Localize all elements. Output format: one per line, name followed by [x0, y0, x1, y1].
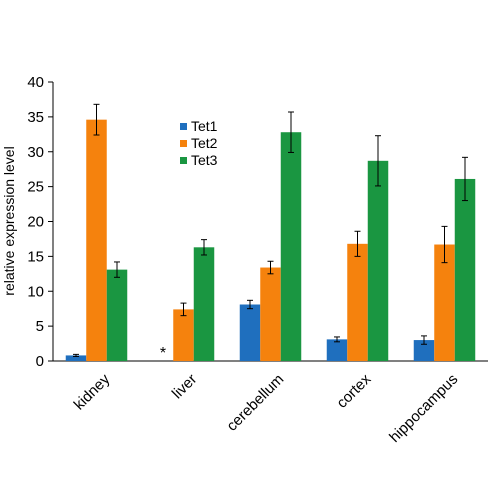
legend-label-tet1: Tet1 — [191, 118, 218, 134]
bar-tet2-hippocampus — [434, 244, 455, 361]
x-axis-labels: kidney liver cerebellum cortex hippocampus — [71, 370, 462, 445]
x-tick-label-kidney: kidney — [71, 370, 114, 413]
bar-tet1-kidney — [65, 355, 87, 361]
legend-swatch-tet2 — [180, 140, 187, 147]
bar-tet3-kidney — [106, 269, 128, 361]
bars-group — [65, 103, 476, 361]
bar-tet3-cerebellum — [280, 132, 302, 361]
y-axis-ticks: 0 5 10 15 20 25 30 35 40 — [27, 74, 53, 370]
legend-swatch-tet1 — [180, 123, 187, 130]
bar-tet2-kidney — [86, 119, 107, 361]
bar-tet3-liver — [193, 247, 215, 361]
bar-tet1-cortex — [326, 339, 348, 361]
y-tick-label: 10 — [27, 283, 44, 300]
y-tick-label: 5 — [36, 318, 44, 335]
bar-tet2-liver — [173, 309, 194, 361]
y-axis-title: relative expression level — [1, 146, 17, 295]
bar-tet2-cerebellum — [260, 267, 281, 361]
annotations-group: * — [160, 345, 166, 362]
bar-tet3-cortex — [367, 160, 389, 361]
y-tick-label: 25 — [27, 179, 44, 196]
annotation-asterisk: * — [160, 345, 166, 362]
legend-label-tet3: Tet3 — [191, 152, 218, 168]
y-tick-label: 0 — [36, 353, 44, 370]
bar-tet3-hippocampus — [454, 178, 476, 361]
x-tick-label-hippocampus: hippocampus — [386, 371, 461, 446]
legend-swatch-tet3 — [180, 157, 187, 164]
y-tick-label: 20 — [27, 214, 44, 231]
y-tick-label: 30 — [27, 144, 44, 161]
x-tick-label-liver: liver — [169, 371, 200, 402]
y-tick-label: 15 — [27, 248, 44, 265]
bar-tet1-cerebellum — [239, 304, 261, 361]
x-tick-label-cortex: cortex — [333, 370, 374, 411]
y-tick-label: 40 — [27, 74, 44, 91]
bar-tet2-cortex — [347, 243, 368, 361]
y-tick-label: 35 — [27, 109, 44, 126]
x-tick-label-cerebellum: cerebellum — [223, 371, 287, 435]
plot-area: 0 5 10 15 20 25 30 35 40 kidney liver cerebellum co… — [27, 74, 488, 446]
bar-tet1-hippocampus — [413, 340, 435, 361]
legend-label-tet2: Tet2 — [191, 135, 218, 151]
